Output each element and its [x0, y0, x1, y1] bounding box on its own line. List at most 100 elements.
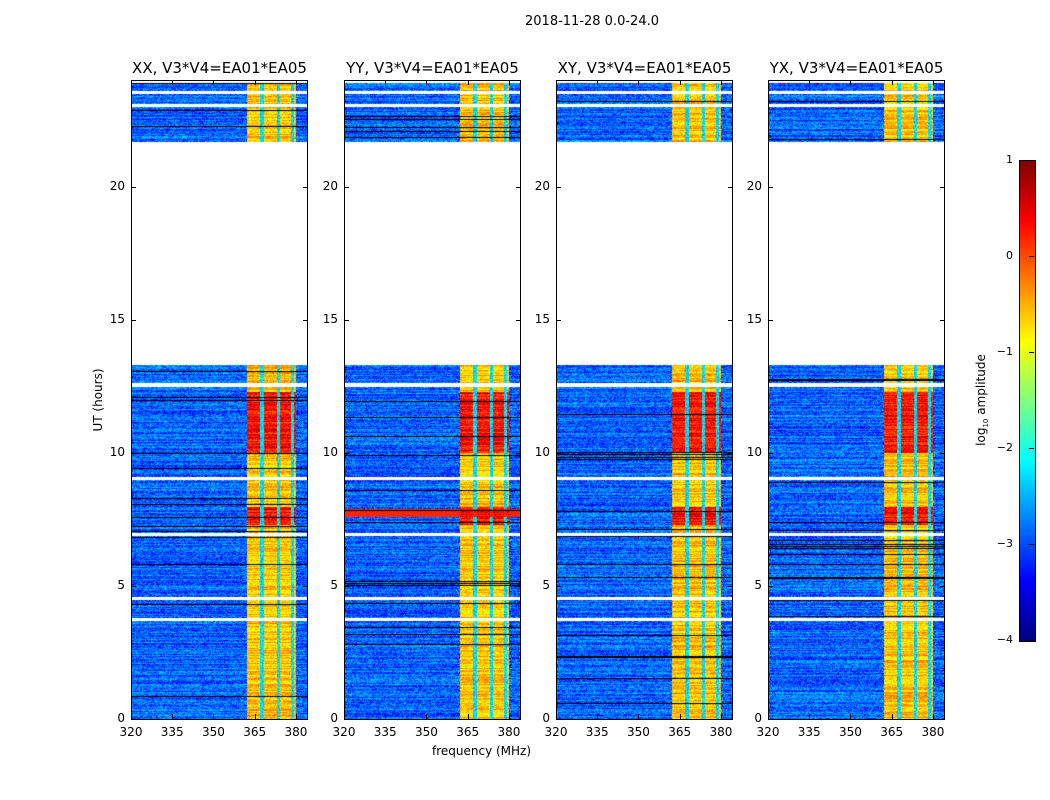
y-tick: [516, 585, 521, 587]
x-tick-label: 335: [160, 725, 184, 739]
colorbar-tick-label: −3: [996, 537, 1013, 550]
x-tick: [720, 80, 722, 85]
y-tick-label: 10: [746, 444, 762, 459]
colorbar-tick: [1029, 352, 1034, 353]
y-tick-label: 10: [322, 444, 338, 459]
y-tick-label: 0: [117, 711, 125, 725]
y-tick: [940, 585, 945, 587]
y-tick: [556, 319, 561, 321]
x-tick-label: 380: [709, 725, 733, 739]
x-tick: [932, 80, 934, 85]
x-tick: [850, 80, 852, 85]
x-tick: [891, 714, 893, 719]
axes-frame: [344, 80, 521, 720]
y-tick: [131, 585, 136, 587]
y-tick: [516, 319, 521, 321]
x-tick: [809, 714, 811, 719]
x-tick: [172, 714, 174, 719]
x-tick-label: 380: [921, 725, 945, 739]
y-tick: [516, 452, 521, 454]
y-tick-label: 0: [330, 711, 338, 725]
y-tick-label: 15: [746, 311, 762, 326]
x-tick: [597, 80, 599, 85]
x-tick-label: 365: [668, 725, 692, 739]
y-axis-label: UT (hours): [91, 368, 105, 432]
x-tick: [131, 714, 132, 719]
y-tick: [516, 719, 521, 720]
x-tick: [597, 714, 599, 719]
x-tick-label: 380: [284, 725, 308, 739]
y-tick: [768, 186, 773, 188]
x-tick-label: 320: [544, 725, 568, 739]
colorbar-tick: [1029, 448, 1034, 449]
x-tick-label: 335: [585, 725, 609, 739]
x-tick: [426, 80, 428, 85]
panel-title: XY, V3*V4=EA01*EA05: [557, 59, 732, 77]
x-tick: [679, 714, 681, 719]
colorbar-tick: [1029, 640, 1034, 641]
y-tick: [303, 452, 308, 454]
x-tick: [809, 80, 811, 85]
y-tick: [940, 319, 945, 321]
x-tick: [295, 80, 297, 85]
y-tick-label: 20: [534, 178, 550, 193]
axes-frame: [556, 80, 733, 720]
figure-title: 2018-11-28 0.0-24.0: [525, 14, 659, 29]
y-tick: [344, 186, 349, 188]
y-tick: [303, 719, 308, 720]
x-tick: [720, 714, 722, 719]
colorbar-tick-label: 1: [1006, 153, 1013, 166]
heatmap-image: [344, 80, 521, 719]
panel-title: YY, V3*V4=EA01*EA05: [346, 59, 519, 77]
y-tick: [728, 319, 733, 321]
x-tick: [344, 80, 345, 85]
y-tick: [344, 719, 349, 720]
y-tick-label: 0: [542, 711, 550, 725]
x-tick-label: 320: [119, 725, 143, 739]
y-tick: [303, 186, 308, 188]
x-tick: [344, 714, 345, 719]
x-tick: [385, 80, 387, 85]
x-tick: [467, 80, 469, 85]
heatmap-image: [556, 80, 733, 719]
y-tick: [768, 452, 773, 454]
x-tick-label: 320: [332, 725, 356, 739]
colorbar-label-rest: amplitude: [973, 354, 988, 419]
colorbar-tick: [1029, 544, 1034, 545]
x-tick-label: 365: [243, 725, 267, 739]
x-tick: [508, 714, 510, 719]
y-tick: [940, 186, 945, 188]
colorbar-tick-label: −2: [996, 441, 1013, 454]
x-tick: [556, 80, 557, 85]
y-tick-label: 10: [109, 444, 125, 459]
y-tick: [303, 585, 308, 587]
x-tick: [508, 80, 510, 85]
y-tick: [556, 452, 561, 454]
y-tick-label: 5: [330, 577, 338, 592]
y-tick-label: 15: [534, 311, 550, 326]
x-tick: [213, 714, 215, 719]
y-tick-label: 0: [754, 711, 762, 725]
axes-frame: [768, 80, 945, 720]
y-tick: [728, 719, 733, 720]
x-tick: [850, 714, 852, 719]
y-tick: [556, 585, 561, 587]
x-tick: [638, 80, 640, 85]
y-tick: [940, 719, 945, 720]
colorbar-label: log10 amplitude: [974, 354, 990, 446]
y-tick: [516, 186, 521, 188]
x-tick: [556, 714, 557, 719]
y-tick: [344, 585, 349, 587]
x-tick-label: 365: [456, 725, 480, 739]
y-tick: [940, 452, 945, 454]
y-tick-label: 5: [754, 577, 762, 592]
colorbar-tick-label: −1: [996, 345, 1013, 358]
y-tick: [556, 719, 561, 720]
y-tick-label: 10: [534, 444, 550, 459]
x-tick: [131, 80, 132, 85]
x-tick-label: 335: [373, 725, 397, 739]
x-tick: [254, 80, 256, 85]
x-tick: [172, 80, 174, 85]
x-tick: [638, 714, 640, 719]
